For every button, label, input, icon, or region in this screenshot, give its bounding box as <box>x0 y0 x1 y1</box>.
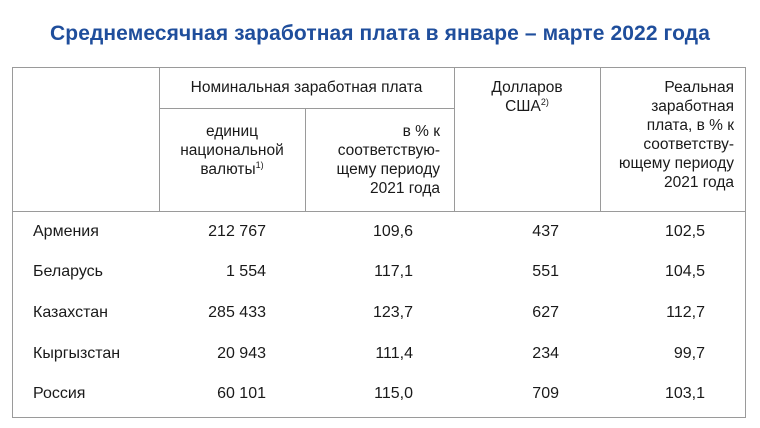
country-name: Казахстан <box>33 304 108 321</box>
real-value: 99,7 <box>673 345 705 362</box>
country-name: Армения <box>33 223 99 240</box>
country-name: Беларусь <box>33 263 103 280</box>
country-name: Кыргызстан <box>33 345 121 362</box>
header-usd: Долларов США2) <box>491 79 563 115</box>
units-value: 20 943 <box>217 345 266 362</box>
usd-value: 709 <box>532 385 559 402</box>
percent-value: 117,1 <box>374 263 413 280</box>
header-nominal-group: Номинальная заработная плата <box>190 79 423 96</box>
table-divider <box>13 211 745 212</box>
header-percent: в % к соответствую- щему периоду 2021 го… <box>336 123 440 197</box>
page-title: Среднемесячная заработная плата в январе… <box>50 22 710 45</box>
table-divider <box>454 68 455 211</box>
percent-value: 115,0 <box>374 385 413 402</box>
usd-value: 234 <box>532 345 559 362</box>
country-name: Россия <box>33 385 86 402</box>
real-value: 112,7 <box>666 304 705 321</box>
table-divider <box>600 68 601 211</box>
percent-value: 111,4 <box>375 345 413 362</box>
usd-value: 437 <box>532 223 559 240</box>
real-value: 102,5 <box>664 223 705 240</box>
usd-value: 627 <box>532 304 559 321</box>
percent-value: 123,7 <box>372 304 413 321</box>
table-divider <box>159 108 454 109</box>
real-value: 104,5 <box>664 263 705 280</box>
salary-table: Номинальная заработная плата единиц наци… <box>12 67 746 418</box>
table-divider <box>159 68 160 211</box>
units-value: 1 554 <box>225 263 266 280</box>
table-divider <box>305 108 306 211</box>
units-value: 60 101 <box>217 385 266 402</box>
usd-value: 551 <box>532 263 559 280</box>
percent-value: 109,6 <box>372 223 413 240</box>
header-units: единиц национальной валюты1) <box>180 123 284 178</box>
units-value: 212 767 <box>208 223 266 240</box>
header-real: Реальная заработная плата, в % к соответ… <box>618 79 734 191</box>
units-value: 285 433 <box>208 304 266 321</box>
real-value: 103,1 <box>664 385 705 402</box>
